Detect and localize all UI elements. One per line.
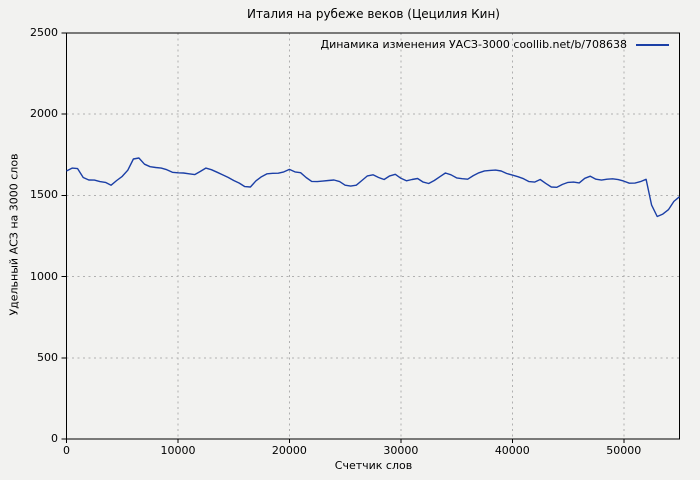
legend: Динамика изменения УАСЗ-3000 coollib.net… — [320, 37, 669, 52]
legend-line-swatch — [636, 43, 669, 46]
x-tick-label: 0 — [63, 444, 70, 457]
y-tick-label: 2000 — [30, 107, 58, 121]
tick-marks — [61, 32, 625, 443]
x-tick-label: 30000 — [383, 444, 419, 457]
legend-label: Динамика изменения УАСЗ-3000 coollib.net… — [320, 38, 628, 51]
y-tick-label: 1000 — [30, 269, 58, 283]
y-tick-label: 500 — [37, 350, 58, 364]
y-axis-label: Удельный АСЗ на 3000 слов — [7, 153, 21, 316]
plot-frame — [66, 32, 680, 440]
y-tick-label: 1500 — [30, 188, 58, 202]
x-tick-label: 50000 — [606, 444, 642, 457]
y-tick-label: 0 — [51, 432, 58, 445]
x-tick-label: 40000 — [494, 444, 530, 457]
x-tick-label: 20000 — [271, 444, 307, 457]
x-axis-label: Счетчик слов — [334, 459, 413, 472]
chart-title: Италия на рубеже веков (Цецилия Кин) — [247, 7, 500, 21]
y-tick-label: 2500 — [30, 26, 58, 39]
data-series-line — [66, 157, 680, 218]
x-tick-label: 10000 — [160, 444, 196, 457]
gridlines — [66, 33, 680, 439]
